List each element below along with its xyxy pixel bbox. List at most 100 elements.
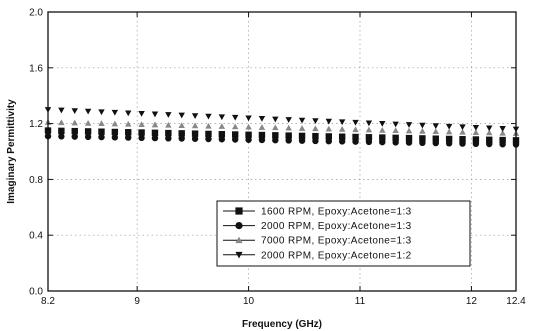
data-point	[138, 134, 145, 142]
data-point	[84, 119, 92, 126]
data-point	[178, 135, 185, 142]
data-point	[312, 132, 319, 140]
data-point	[245, 136, 252, 143]
grid	[48, 12, 516, 291]
data-point	[298, 137, 306, 144]
data-point	[151, 111, 159, 118]
data-point	[58, 107, 65, 114]
data-point	[365, 120, 373, 127]
y-tick-label: 0.4	[29, 231, 43, 242]
data-point	[338, 126, 346, 132]
data-point	[71, 119, 78, 126]
data-point	[379, 138, 386, 146]
data-point	[125, 110, 132, 117]
x-tick-label: 12	[466, 296, 478, 307]
legend-label: 2000 RPM, Epoxy:Acetone=1:3	[261, 221, 412, 232]
data-point	[432, 135, 439, 142]
data-point	[499, 126, 506, 132]
data-point	[165, 121, 172, 128]
data-point	[58, 119, 65, 126]
x-tick-label: 12.4	[506, 296, 526, 307]
data-point	[191, 130, 199, 137]
data-point	[486, 140, 493, 148]
data-point	[125, 134, 132, 141]
data-point	[352, 133, 359, 141]
legend-item: 7000 RPM, Epoxy:Acetone=1:3	[223, 236, 412, 247]
data-point	[312, 137, 319, 145]
data-point	[272, 124, 279, 131]
data-point	[405, 139, 413, 146]
data-point	[419, 135, 426, 142]
data-point	[432, 123, 439, 130]
data-point	[125, 129, 132, 136]
data-point	[111, 128, 119, 136]
data-point	[325, 133, 332, 140]
data-point	[459, 124, 466, 131]
x-tick-label: 8.2	[41, 296, 55, 307]
data-point	[472, 124, 480, 131]
data-point	[138, 121, 145, 127]
data-point	[472, 136, 480, 143]
data-point	[325, 125, 332, 132]
data-point	[486, 129, 493, 136]
data-point	[352, 119, 359, 126]
data-point	[232, 114, 239, 121]
data-point	[272, 116, 279, 123]
data-point	[272, 137, 279, 144]
data-point	[445, 123, 453, 130]
data-point	[379, 134, 386, 141]
legend-label: 7000 RPM, Epoxy:Acetone=1:3	[261, 236, 412, 247]
data-point	[298, 132, 306, 140]
data-point	[232, 131, 239, 138]
y-tick-label: 1.6	[29, 63, 43, 74]
data-point	[58, 127, 65, 135]
series-2	[44, 132, 520, 148]
data-point	[365, 138, 373, 146]
data-point	[392, 134, 399, 142]
data-point	[245, 131, 252, 138]
data-point	[218, 131, 226, 138]
series-layer	[44, 107, 520, 148]
x-tick-label: 11	[355, 296, 366, 307]
data-point	[312, 118, 319, 125]
y-tick-label: 0.8	[29, 175, 43, 186]
axis-ticks	[47, 11, 517, 292]
data-point	[178, 112, 185, 119]
data-point	[312, 125, 319, 132]
data-point	[245, 115, 252, 122]
data-point	[71, 127, 78, 135]
legend-label: 1600 RPM, Epoxy:Acetone=1:3	[261, 207, 412, 218]
series-3	[44, 119, 520, 136]
legend: 1600 RPM, Epoxy:Acetone=1:3 2000 RPM, Epo…	[216, 200, 471, 267]
data-point	[285, 132, 292, 139]
data-point	[151, 129, 159, 137]
data-point	[445, 128, 453, 135]
data-point	[379, 121, 386, 127]
data-point	[298, 125, 306, 131]
data-point	[285, 124, 292, 131]
data-point	[298, 117, 306, 124]
data-point	[459, 140, 466, 147]
data-point	[138, 129, 145, 136]
data-point	[285, 137, 292, 144]
data-point	[285, 117, 292, 123]
x-axis-title: Frequency (GHz)	[242, 319, 322, 330]
data-point	[325, 137, 332, 145]
data-point	[218, 123, 226, 129]
data-point	[138, 110, 145, 117]
legend-marker	[235, 236, 243, 244]
data-point	[111, 120, 119, 127]
data-point	[419, 139, 426, 147]
data-point	[338, 138, 346, 145]
data-point	[84, 108, 92, 115]
data-point	[432, 139, 439, 147]
y-tick-label: 2.0	[29, 8, 43, 19]
data-point	[111, 134, 119, 141]
x-tick-label: 10	[243, 296, 255, 307]
data-point	[71, 133, 78, 140]
data-point	[325, 118, 332, 125]
data-point	[486, 136, 493, 143]
data-point	[191, 113, 199, 119]
series-4	[44, 107, 520, 133]
data-point	[379, 126, 386, 133]
